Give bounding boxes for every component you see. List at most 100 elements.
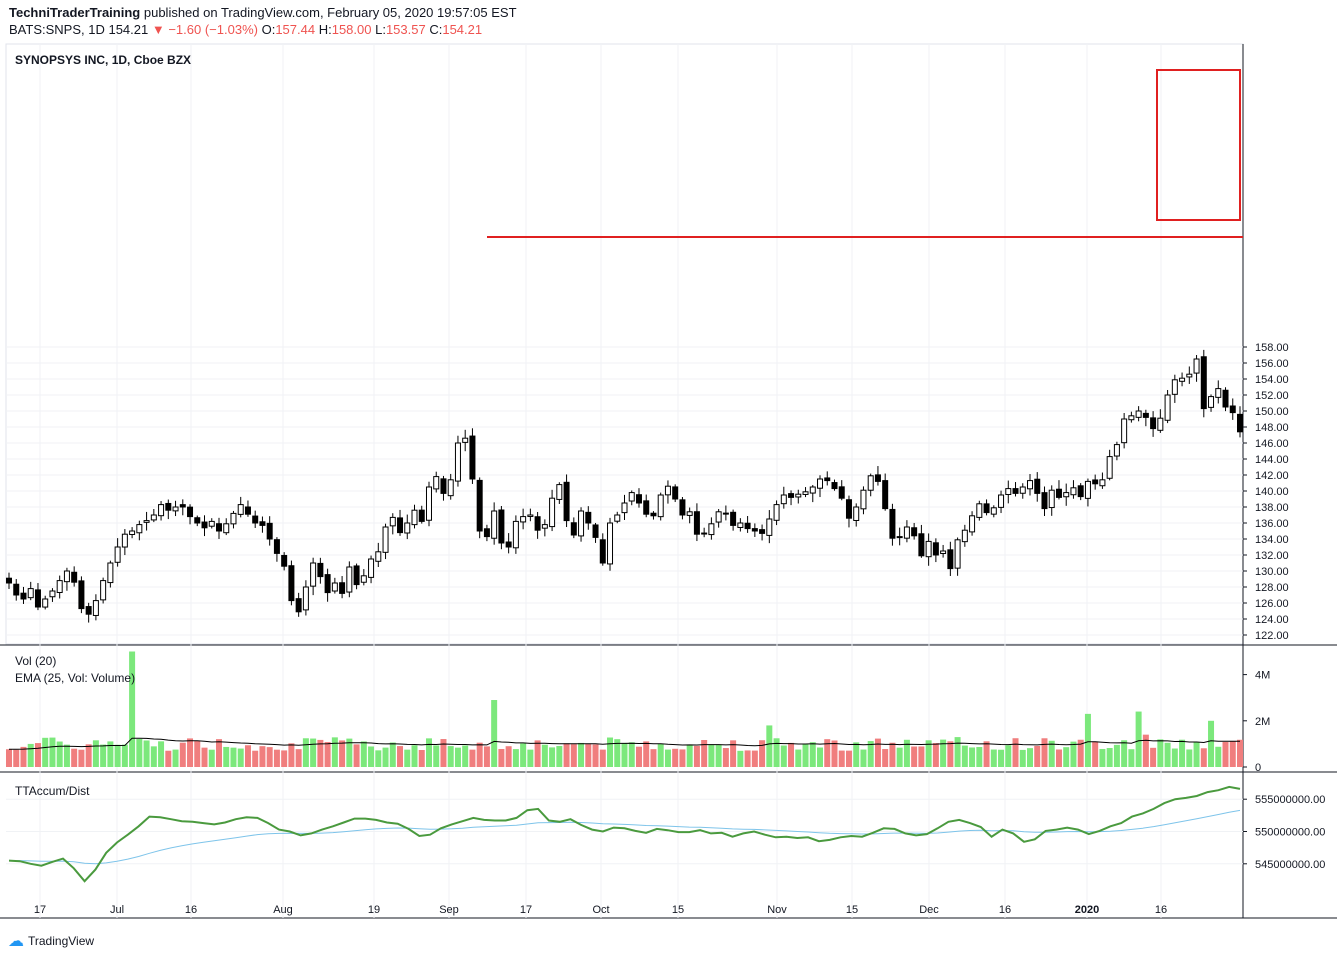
candle bbox=[6, 577, 12, 584]
candle bbox=[563, 481, 570, 522]
volume-bar bbox=[1092, 741, 1099, 767]
candle bbox=[223, 523, 230, 534]
volume-bar bbox=[998, 749, 1005, 767]
volume-bar bbox=[903, 739, 910, 767]
volume-bar bbox=[143, 740, 150, 767]
candle bbox=[404, 522, 411, 534]
volume-bar bbox=[244, 745, 251, 767]
volume-bar bbox=[230, 747, 237, 767]
ema-label: EMA (25, Vol: Volume) bbox=[15, 671, 136, 685]
volume-bar bbox=[1099, 748, 1106, 767]
volume-bar bbox=[331, 737, 338, 767]
candle bbox=[331, 582, 338, 592]
x-tick-label: Dec bbox=[919, 904, 939, 916]
candle bbox=[339, 582, 346, 594]
candle bbox=[686, 511, 693, 516]
volume-bar bbox=[802, 743, 809, 767]
candle bbox=[903, 526, 910, 539]
y-tick-label: 156.00 bbox=[1255, 358, 1289, 370]
candle bbox=[512, 520, 519, 549]
candle bbox=[360, 575, 367, 583]
publisher-name[interactable]: TechniTraderTraining bbox=[9, 5, 141, 20]
y-tick-label: 148.00 bbox=[1255, 422, 1289, 434]
candle bbox=[1041, 492, 1048, 510]
candle bbox=[310, 562, 317, 587]
candle bbox=[143, 520, 150, 523]
volume-bar bbox=[215, 739, 222, 767]
close-value: 154.21 bbox=[442, 22, 483, 37]
candle bbox=[27, 588, 34, 599]
candle bbox=[693, 511, 700, 535]
candle bbox=[158, 504, 165, 517]
volume-bar bbox=[643, 741, 650, 767]
volume-bar bbox=[368, 746, 375, 767]
volume-bar bbox=[867, 741, 874, 767]
candle bbox=[49, 590, 56, 598]
low-value: 153.57 bbox=[385, 22, 426, 37]
candle bbox=[42, 598, 49, 608]
volume-bar bbox=[266, 747, 273, 767]
y-tick-label: 124.00 bbox=[1255, 614, 1289, 626]
volume-bar bbox=[744, 750, 751, 767]
volume-bar bbox=[578, 742, 585, 767]
volume-bar bbox=[1179, 739, 1186, 767]
candle bbox=[187, 506, 194, 518]
volume-bar bbox=[918, 746, 925, 767]
volume-bar bbox=[281, 750, 288, 767]
volume-bar bbox=[505, 746, 512, 767]
volume-bar bbox=[187, 738, 194, 767]
candle bbox=[889, 508, 896, 539]
open-value: 157.44 bbox=[275, 22, 316, 37]
volume-bar bbox=[1186, 749, 1193, 767]
volume-bar bbox=[838, 750, 845, 767]
candle bbox=[1121, 418, 1128, 444]
candle bbox=[809, 486, 816, 494]
volume-label: Vol (20) bbox=[15, 654, 57, 668]
candle bbox=[1012, 488, 1019, 494]
candle bbox=[578, 510, 585, 537]
candle bbox=[107, 562, 114, 584]
candle bbox=[375, 551, 382, 562]
tradingview-logo[interactable]: ☁ TradingView bbox=[8, 931, 94, 951]
volume-bar bbox=[252, 750, 259, 767]
accum-ma-line bbox=[9, 809, 1241, 865]
candle bbox=[672, 486, 679, 500]
y-tick-label: 126.00 bbox=[1255, 598, 1289, 610]
candle bbox=[766, 518, 773, 536]
y-tick-label: 150.00 bbox=[1255, 406, 1289, 418]
volume-bar bbox=[71, 748, 78, 767]
x-tick-label: Oct bbox=[592, 904, 609, 916]
x-tick-label: 19 bbox=[368, 904, 380, 916]
volume-bar bbox=[527, 749, 534, 767]
candle bbox=[867, 475, 874, 491]
candle bbox=[969, 515, 976, 533]
candle bbox=[208, 520, 215, 527]
volume-bar bbox=[476, 742, 483, 767]
candle bbox=[1063, 492, 1070, 498]
candle bbox=[1106, 456, 1113, 479]
candle bbox=[273, 539, 280, 554]
volume-bar bbox=[259, 746, 266, 767]
candle bbox=[71, 571, 78, 583]
candle bbox=[483, 528, 490, 538]
candle bbox=[759, 529, 766, 534]
y-tick-label: 130.00 bbox=[1255, 566, 1289, 578]
candle bbox=[20, 592, 27, 600]
volume-bar bbox=[1005, 745, 1012, 767]
candle bbox=[476, 479, 483, 532]
candle bbox=[773, 504, 780, 521]
volume-bar bbox=[947, 741, 954, 767]
candle bbox=[281, 554, 288, 567]
volume-bar bbox=[201, 747, 208, 767]
volume-bar bbox=[136, 738, 143, 767]
candle bbox=[520, 516, 527, 523]
volume-bar bbox=[288, 743, 295, 767]
candle bbox=[650, 512, 657, 517]
y-tick-label: 158.00 bbox=[1255, 342, 1289, 354]
candle bbox=[425, 486, 432, 521]
volume-bar bbox=[483, 746, 490, 767]
y-tick-label: 128.00 bbox=[1255, 582, 1289, 594]
candle bbox=[1208, 396, 1215, 408]
candle bbox=[976, 503, 983, 518]
volume-bar bbox=[614, 739, 621, 767]
